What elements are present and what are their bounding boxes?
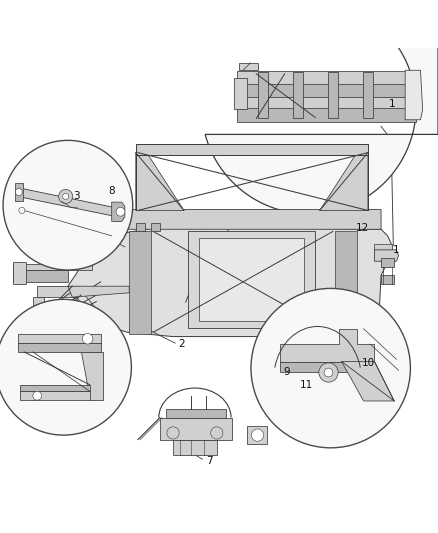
Polygon shape — [374, 250, 399, 261]
Polygon shape — [363, 71, 373, 118]
Polygon shape — [13, 270, 68, 282]
Polygon shape — [136, 152, 184, 211]
Polygon shape — [328, 71, 338, 118]
Polygon shape — [280, 329, 374, 361]
Polygon shape — [237, 108, 416, 123]
Text: 9: 9 — [283, 367, 290, 377]
Polygon shape — [33, 297, 44, 324]
Text: 10: 10 — [361, 358, 374, 368]
Circle shape — [324, 368, 333, 377]
Polygon shape — [234, 78, 247, 109]
Polygon shape — [293, 71, 303, 118]
Circle shape — [116, 207, 125, 216]
Polygon shape — [18, 334, 101, 343]
Circle shape — [167, 427, 179, 439]
Polygon shape — [20, 391, 90, 400]
Polygon shape — [258, 71, 268, 118]
Polygon shape — [199, 238, 304, 321]
Circle shape — [319, 363, 338, 382]
Polygon shape — [237, 71, 416, 85]
Polygon shape — [237, 98, 416, 111]
Circle shape — [251, 429, 264, 441]
Polygon shape — [68, 227, 392, 336]
Text: 8: 8 — [108, 186, 115, 196]
Polygon shape — [342, 361, 394, 401]
Circle shape — [19, 207, 25, 214]
Text: 1: 1 — [393, 245, 400, 255]
Polygon shape — [320, 152, 368, 211]
Polygon shape — [381, 275, 394, 284]
Polygon shape — [151, 223, 160, 231]
Polygon shape — [188, 231, 315, 328]
Polygon shape — [13, 264, 92, 270]
Polygon shape — [42, 310, 57, 330]
Polygon shape — [37, 286, 77, 297]
Polygon shape — [381, 258, 394, 266]
Circle shape — [59, 189, 73, 204]
Polygon shape — [374, 244, 392, 250]
Polygon shape — [173, 440, 217, 455]
Polygon shape — [247, 426, 267, 444]
Text: 7: 7 — [206, 456, 213, 466]
Polygon shape — [280, 361, 374, 373]
Polygon shape — [13, 262, 26, 284]
Circle shape — [3, 140, 133, 270]
Polygon shape — [120, 209, 381, 229]
Polygon shape — [335, 231, 357, 334]
Polygon shape — [405, 70, 423, 120]
Polygon shape — [18, 343, 101, 352]
Text: 2: 2 — [178, 340, 185, 350]
Polygon shape — [205, 6, 438, 214]
Circle shape — [15, 189, 22, 196]
Polygon shape — [68, 286, 129, 297]
Text: 1: 1 — [389, 100, 396, 109]
Circle shape — [82, 334, 93, 344]
Polygon shape — [129, 231, 151, 334]
Polygon shape — [15, 183, 23, 201]
Circle shape — [251, 288, 410, 448]
Polygon shape — [81, 352, 103, 400]
Polygon shape — [112, 202, 125, 221]
Circle shape — [33, 391, 42, 400]
Polygon shape — [166, 409, 226, 418]
Text: 11: 11 — [300, 379, 313, 390]
Polygon shape — [239, 63, 258, 70]
Polygon shape — [237, 84, 416, 98]
Text: 12: 12 — [356, 223, 369, 233]
Polygon shape — [136, 144, 368, 155]
Polygon shape — [136, 223, 145, 231]
Polygon shape — [18, 188, 114, 216]
Polygon shape — [20, 385, 90, 391]
Circle shape — [211, 427, 223, 439]
Text: 3: 3 — [73, 191, 80, 201]
Circle shape — [63, 193, 69, 199]
Polygon shape — [160, 418, 232, 440]
Circle shape — [0, 300, 131, 435]
